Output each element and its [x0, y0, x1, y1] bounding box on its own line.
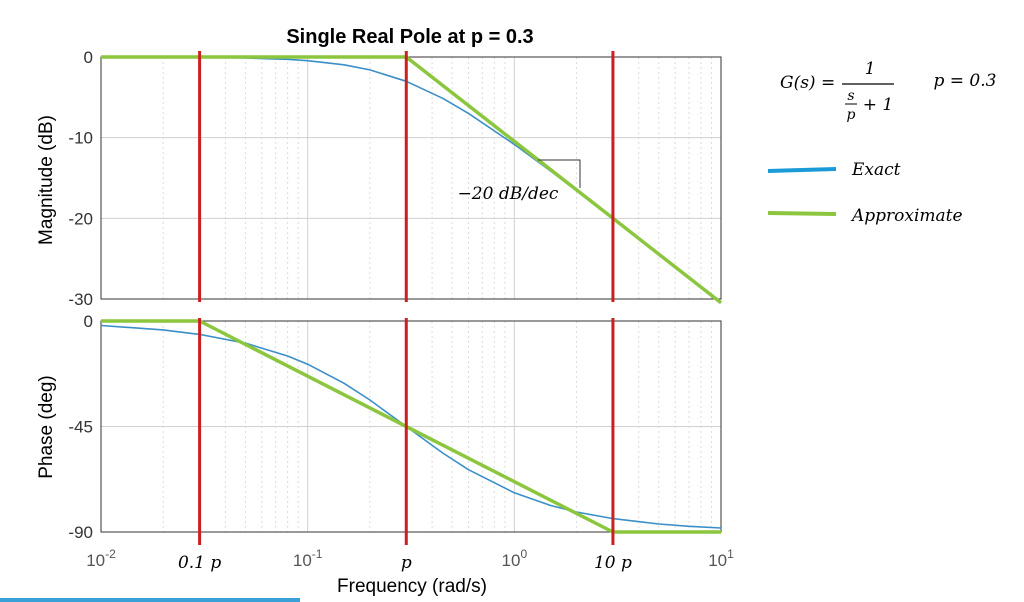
magnitude-ytick-label: -10 [68, 129, 93, 148]
phase-frame [100, 320, 722, 533]
xtick-label: 10-1 [293, 547, 323, 570]
xtick-label: 10-2 [86, 547, 116, 570]
formula-denom-tail: + 1 [863, 95, 893, 115]
legend-swatch-approximate [767, 211, 837, 216]
slope-label: −20 dB/dec [458, 184, 559, 204]
magnitude-plot-area [101, 57, 721, 299]
marker-label: 10 p [594, 553, 632, 573]
magnitude-ylabel: Magnitude (dB) [36, 115, 57, 245]
slope-triangle [538, 159, 581, 188]
phase-ylabel: Phase (deg) [36, 375, 57, 479]
phase-ytick-label: -45 [68, 418, 93, 437]
legend: Exact Approximate [767, 160, 963, 226]
marker-labels: 0.1 p p 10 p [178, 553, 632, 573]
phase-ytick-label: 0 [84, 312, 93, 331]
transfer-function: G(s) = 1 s p + 1 p = 0.3 [780, 59, 996, 123]
x-axis-label: Frequency (rad/s) [337, 576, 487, 597]
pole-value: p = 0.3 [934, 71, 997, 91]
magnitude-panel: 0 -10 -20 -30 [68, 48, 723, 309]
magnitude-frame [100, 56, 722, 300]
x-tick-labels: 10-2 10-1 100 101 [86, 547, 734, 570]
phase-panel: 0 -45 -90 [68, 312, 722, 545]
legend-label-approximate: Approximate [850, 206, 963, 226]
magnitude-series-approximate [101, 55, 723, 305]
formula-denom-p: p [847, 107, 856, 123]
slope-annotation: −20 dB/dec [458, 159, 581, 204]
phase-ytick-label: -90 [68, 523, 93, 542]
progress-strip [0, 598, 300, 602]
magnitude-ytick-label: 0 [84, 48, 93, 67]
formula-lhs: G(s) = [780, 73, 835, 93]
chart-title: Single Real Pole at p = 0.3 [286, 26, 533, 48]
xtick-label: 101 [708, 547, 734, 570]
formula-numerator: 1 [865, 59, 876, 79]
marker-label: 0.1 p [178, 553, 221, 573]
magnitude-ytick-label: -20 [68, 209, 93, 228]
marker-label: p [401, 553, 412, 573]
legend-label-exact: Exact [851, 160, 901, 180]
legend-swatch-exact [767, 167, 837, 173]
xtick-label: 100 [502, 547, 528, 570]
formula-denom-s: s [847, 88, 854, 104]
magnitude-ytick-label: -30 [68, 290, 93, 309]
